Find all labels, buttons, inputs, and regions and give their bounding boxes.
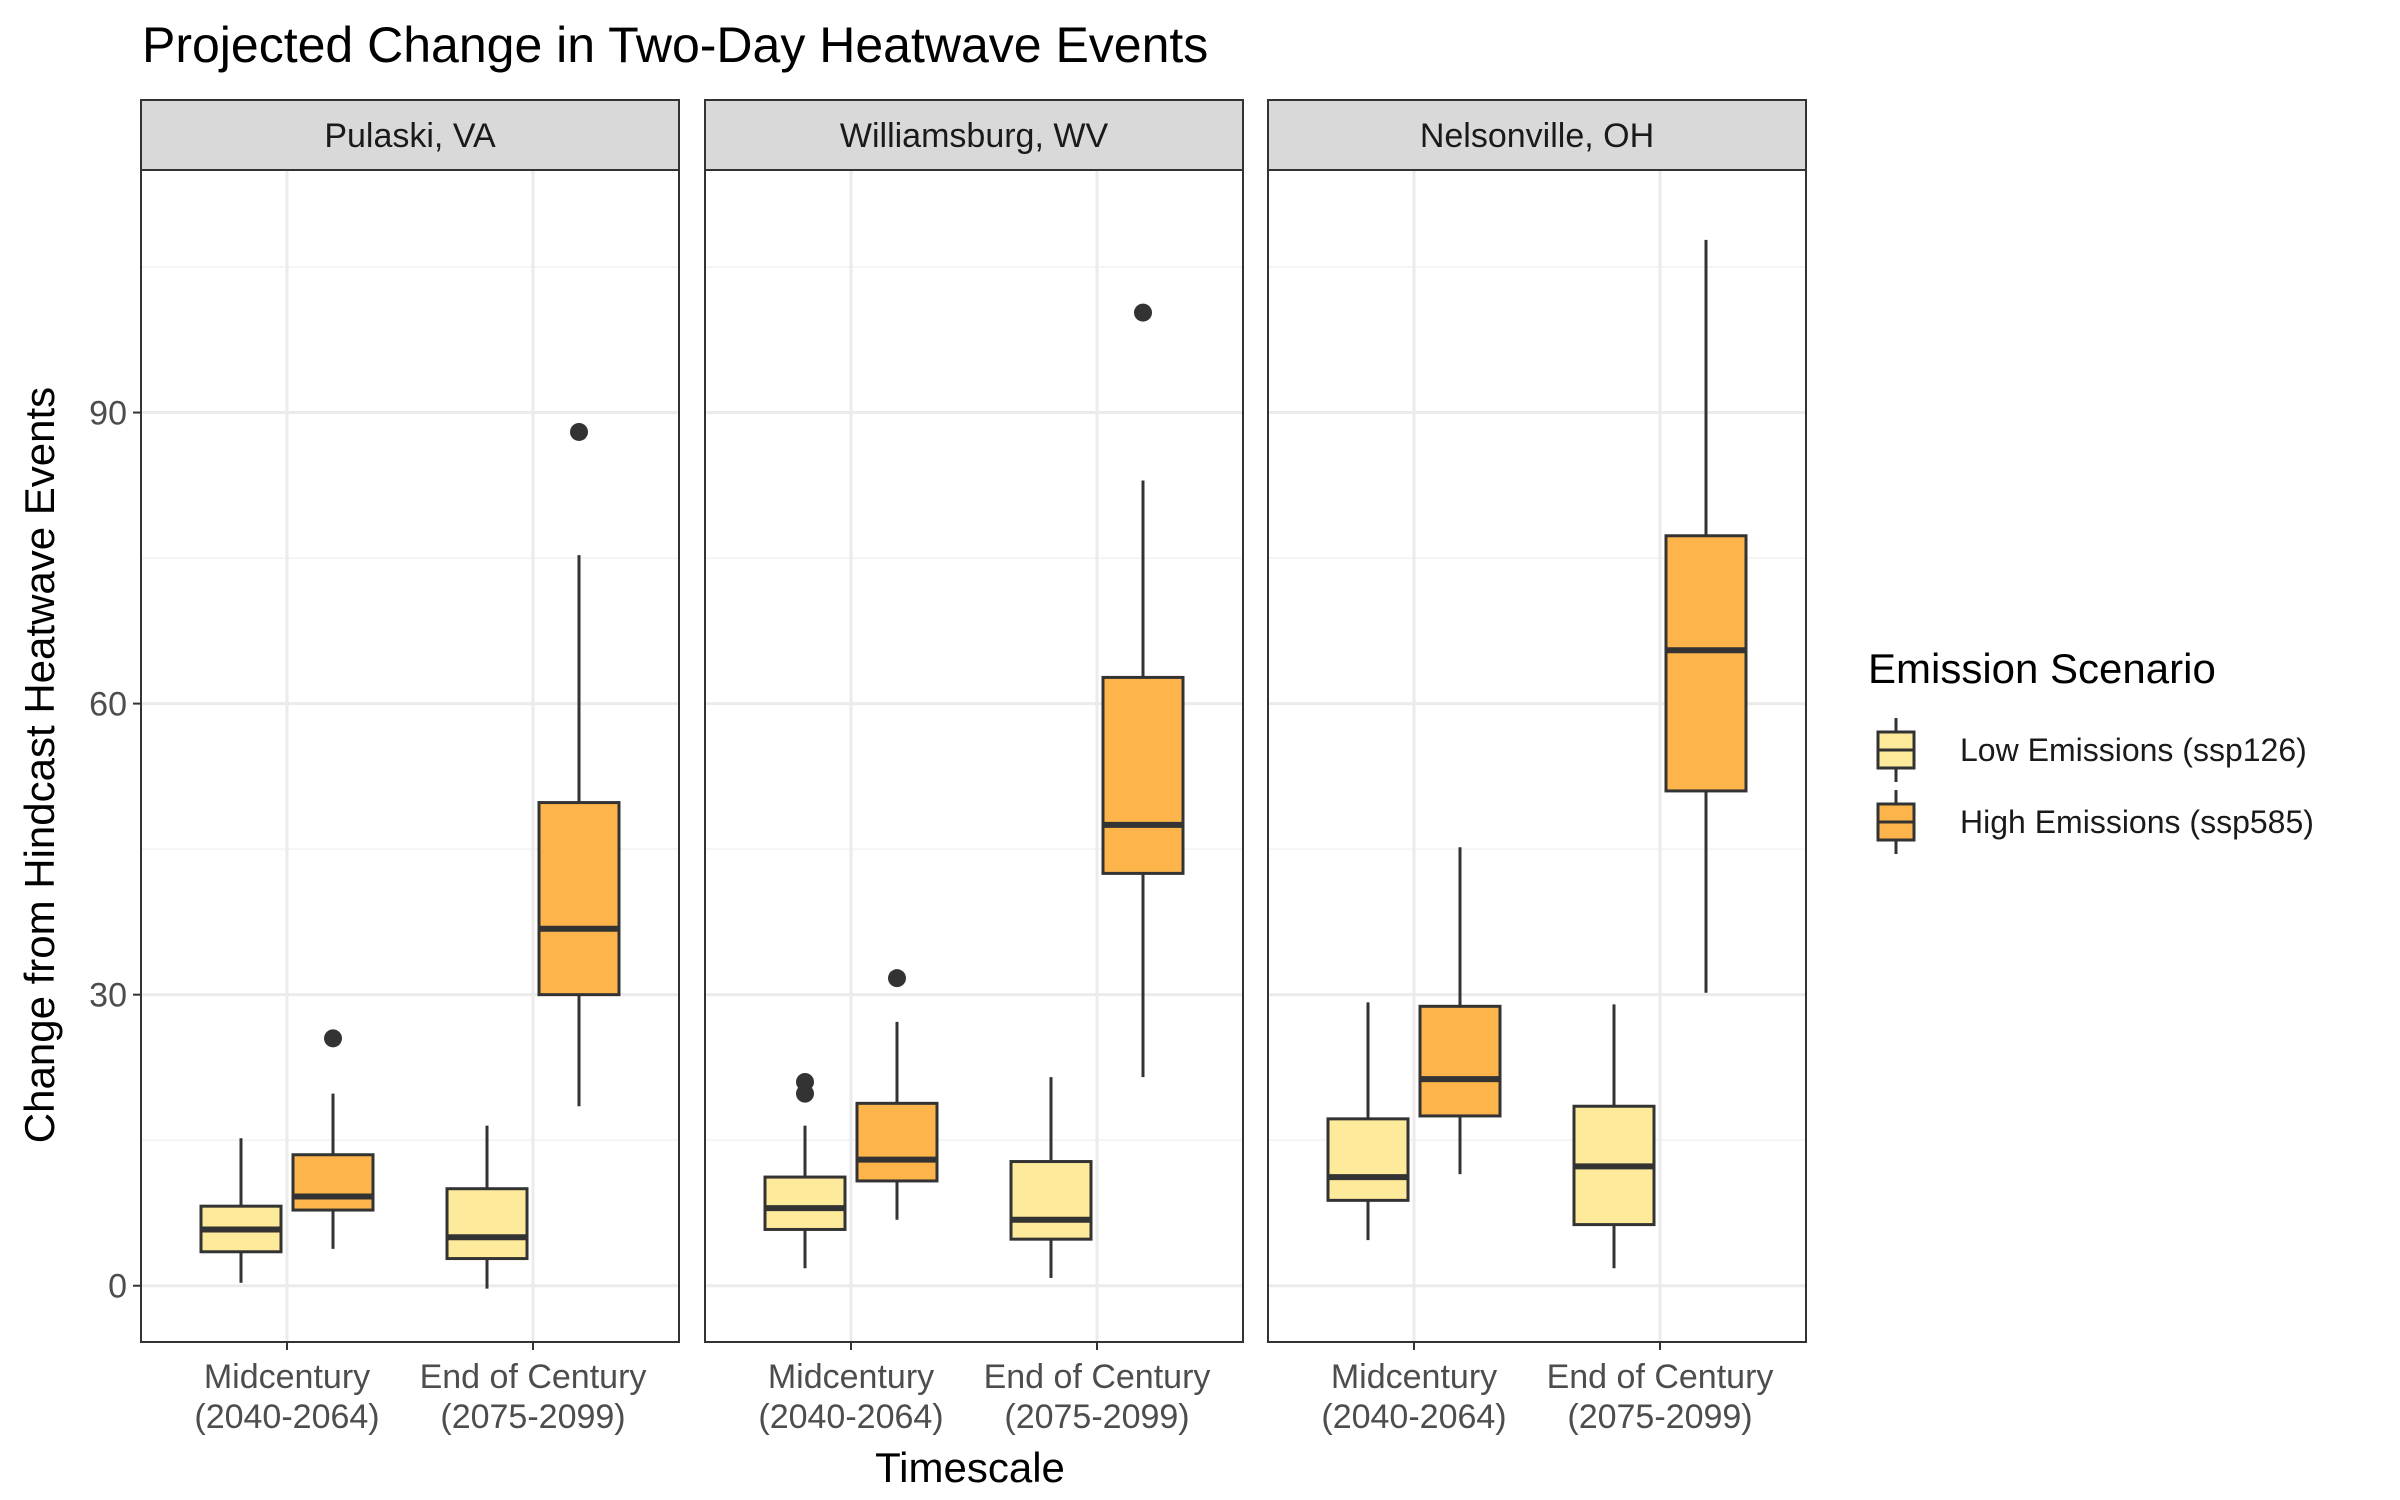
box-high-1 [1664,239,1748,993]
box-iqr [1664,534,1748,793]
box-high-1 [1101,303,1185,1078]
box-low-1 [1009,1077,1093,1278]
box-iqr [291,1153,375,1212]
box-high-0 [291,1029,375,1249]
y-axis-title: Change from Hindcast Heatwave Events [16,387,63,1143]
legend-label: High Emissions (ssp585) [1960,804,2314,840]
facet-strip [704,99,1244,171]
panel-2: Nelsonville, OH [1267,99,1807,1343]
chart-title: Projected Change in Two-Day Heatwave Eve… [142,17,1208,73]
outlier-point [324,1029,342,1048]
y-tick-label: 0 [108,1268,127,1306]
panel-0: Pulaski, VA [140,99,680,1343]
x-tick-label: Midcentury [1331,1358,1497,1396]
outlier-point [570,422,588,441]
box-low-0 [1326,1002,1410,1241]
x-tick-label: (2040-2064) [194,1398,379,1436]
facet-label: Pulaski, VA [324,117,496,155]
box-iqr [1101,675,1185,875]
legend-label: Low Emissions (ssp126) [1960,732,2307,768]
box-low-0 [763,1072,847,1269]
box-iqr [855,1101,939,1183]
x-tick-label: End of Century [1547,1358,1774,1396]
facet-label: Williamsburg, WV [840,117,1109,155]
x-axis: Midcentury(2040-2064)End of Century(2075… [194,1342,1773,1436]
facet-label: Nelsonville, OH [1420,117,1654,155]
y-tick-label: 30 [89,977,127,1015]
box-iqr [445,1187,529,1261]
x-tick-label: End of Century [984,1358,1211,1396]
box-iqr [537,801,621,997]
x-tick-label: (2075-2099) [440,1398,625,1436]
x-tick-label: (2075-2099) [1004,1398,1189,1436]
outlier-point [1134,303,1152,322]
box-high-0 [855,969,939,1220]
legend: Emission Scenario Low Emissions (ssp126) H… [1868,645,2314,854]
legend-title: Emission Scenario [1868,645,2216,692]
legend-entry-low: Low Emissions (ssp126) [1876,718,2307,782]
panel-1: Williamsburg, WV [704,99,1244,1343]
facet-strip [140,99,680,171]
y-tick-label: 90 [89,395,127,433]
outlier-point [796,1072,814,1091]
box-low-0 [199,1138,283,1283]
box-low-1 [445,1125,529,1289]
box-high-1 [537,422,621,1107]
panel-background [141,170,679,1342]
box-iqr [763,1175,847,1231]
x-tick-label: (2040-2064) [1321,1398,1506,1436]
box-low-1 [1572,1004,1656,1269]
box-iqr [1418,1004,1502,1118]
x-tick-label: (2075-2099) [1567,1398,1752,1436]
x-tick-label: Midcentury [768,1358,934,1396]
x-tick-label: Midcentury [204,1358,370,1396]
facet-strip [1267,99,1807,171]
y-axis: 0 30 60 90 [89,395,141,1306]
y-tick-label: 60 [89,686,127,724]
x-tick-label: End of Century [420,1358,647,1396]
facet-panels: Pulaski, VA Williamsburg, WV Nelsonville, … [140,99,1807,1343]
box-iqr [1326,1117,1410,1202]
legend-entry-high: High Emissions (ssp585) [1876,790,2314,854]
x-axis-title: Timescale [875,1444,1065,1491]
x-tick-label: (2040-2064) [758,1398,943,1436]
box-iqr [1009,1160,1093,1241]
box-high-0 [1418,847,1502,1175]
outlier-point [888,969,906,988]
